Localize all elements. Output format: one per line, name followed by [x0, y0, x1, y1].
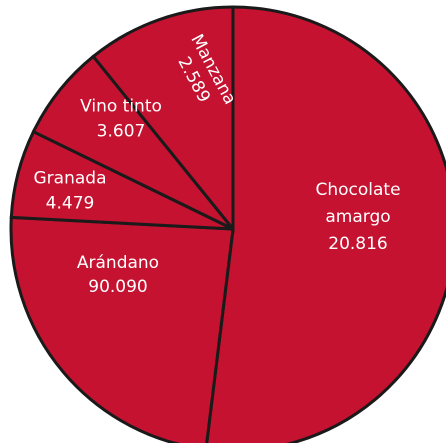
slice-label-vino-tinto: Vino tinto 3.607	[80, 97, 162, 142]
pie-slice-chocolate-amargo	[205, 5, 446, 443]
slice-name: Vino tinto	[80, 97, 162, 117]
slice-label-chocolate-amargo: Chocolate amargo 20.816	[315, 180, 400, 254]
slice-name: Granada	[34, 169, 107, 189]
slice-label-granada: Granada 4.479	[34, 169, 107, 214]
pie-slice-manzana	[91, 5, 235, 234]
slice-name: amargo	[325, 207, 390, 227]
slice-label-arandano: Arándano 90.090	[77, 253, 159, 297]
slice-value: 90.090	[88, 277, 147, 297]
slice-value: 20.816	[328, 234, 387, 254]
pie-slice-arandano	[9, 215, 235, 443]
slice-value: 3.607	[97, 122, 146, 142]
slice-value: 4.479	[46, 194, 95, 214]
slice-name: Arándano	[77, 253, 159, 273]
slice-name: Chocolate	[315, 180, 400, 200]
